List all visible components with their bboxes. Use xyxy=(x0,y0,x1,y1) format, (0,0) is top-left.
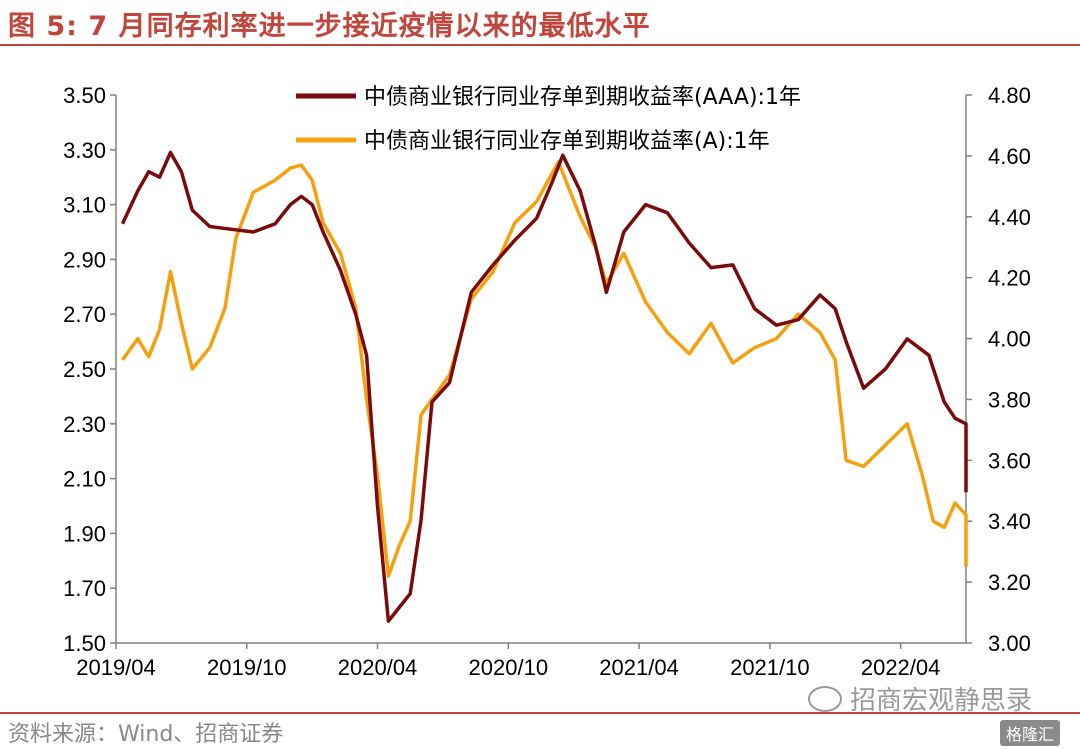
left-tick-label: 1.90 xyxy=(63,521,106,546)
wechat-icon xyxy=(808,686,842,712)
x-tick-label: 2020/04 xyxy=(338,655,418,680)
right-tick-label: 3.40 xyxy=(988,509,1031,534)
right-tick-label: 4.80 xyxy=(988,83,1031,108)
right-tick-label: 3.20 xyxy=(988,570,1031,595)
left-tick-label: 2.30 xyxy=(63,412,106,437)
corner-logo: 格隆汇 xyxy=(1000,720,1061,746)
watermark-text: 招商宏观静思录 xyxy=(850,686,1033,716)
series-line-a xyxy=(121,160,968,578)
left-tick-label: 3.50 xyxy=(63,83,106,108)
watermark: 招商宏观静思录 xyxy=(808,680,1032,717)
left-tick-label: 2.70 xyxy=(63,302,106,327)
axes: 3.50 3.30 3.10 2.90 2.70 2.50 2.30 2.10 1.90 1.70… xyxy=(63,83,1031,680)
left-tick-label: 1.50 xyxy=(63,631,106,656)
left-tick-label: 2.10 xyxy=(63,467,106,492)
x-tick-label: 2021/10 xyxy=(730,655,810,680)
x-tick-label: 2019/04 xyxy=(76,655,156,680)
right-tick-label: 4.00 xyxy=(988,327,1031,352)
series-line-aaa xyxy=(120,150,968,623)
title-rule xyxy=(0,44,1080,46)
x-tick-label: 2021/04 xyxy=(599,655,679,680)
x-tick-label: 2019/10 xyxy=(207,655,287,680)
right-tick-label: 4.20 xyxy=(988,266,1031,291)
right-tick-label: 3.00 xyxy=(988,631,1031,656)
source-note: 资料来源：Wind、招商证券 xyxy=(8,722,284,747)
left-tick-label: 3.10 xyxy=(63,193,106,218)
left-tick-label: 3.30 xyxy=(63,138,106,163)
x-tick-label: 2020/10 xyxy=(469,655,549,680)
right-tick-label: 4.60 xyxy=(988,144,1031,169)
x-tick-label: 2022/04 xyxy=(861,655,941,680)
left-tick-label: 1.70 xyxy=(63,576,106,601)
legend-label-aaa: 中债商业银行同业存单到期收益率(AAA):1年 xyxy=(364,85,801,110)
right-tick-label: 4.40 xyxy=(988,205,1031,230)
series-layer xyxy=(120,150,968,623)
chart-title: 图 5: 7 月同存利率进一步接近疫情以来的最低水平 xyxy=(8,11,651,42)
left-tick-label: 2.50 xyxy=(63,357,106,382)
legend-label-a: 中债商业银行同业存单到期收益率(A):1年 xyxy=(364,129,770,154)
left-tick-label: 2.90 xyxy=(63,247,106,272)
source-rule xyxy=(0,712,1080,714)
right-tick-label: 3.80 xyxy=(988,387,1031,412)
legend: 中债商业银行同业存单到期收益率(AAA):1年中债商业银行同业存单到期收益率(A… xyxy=(296,85,801,154)
right-tick-label: 3.60 xyxy=(988,448,1031,473)
